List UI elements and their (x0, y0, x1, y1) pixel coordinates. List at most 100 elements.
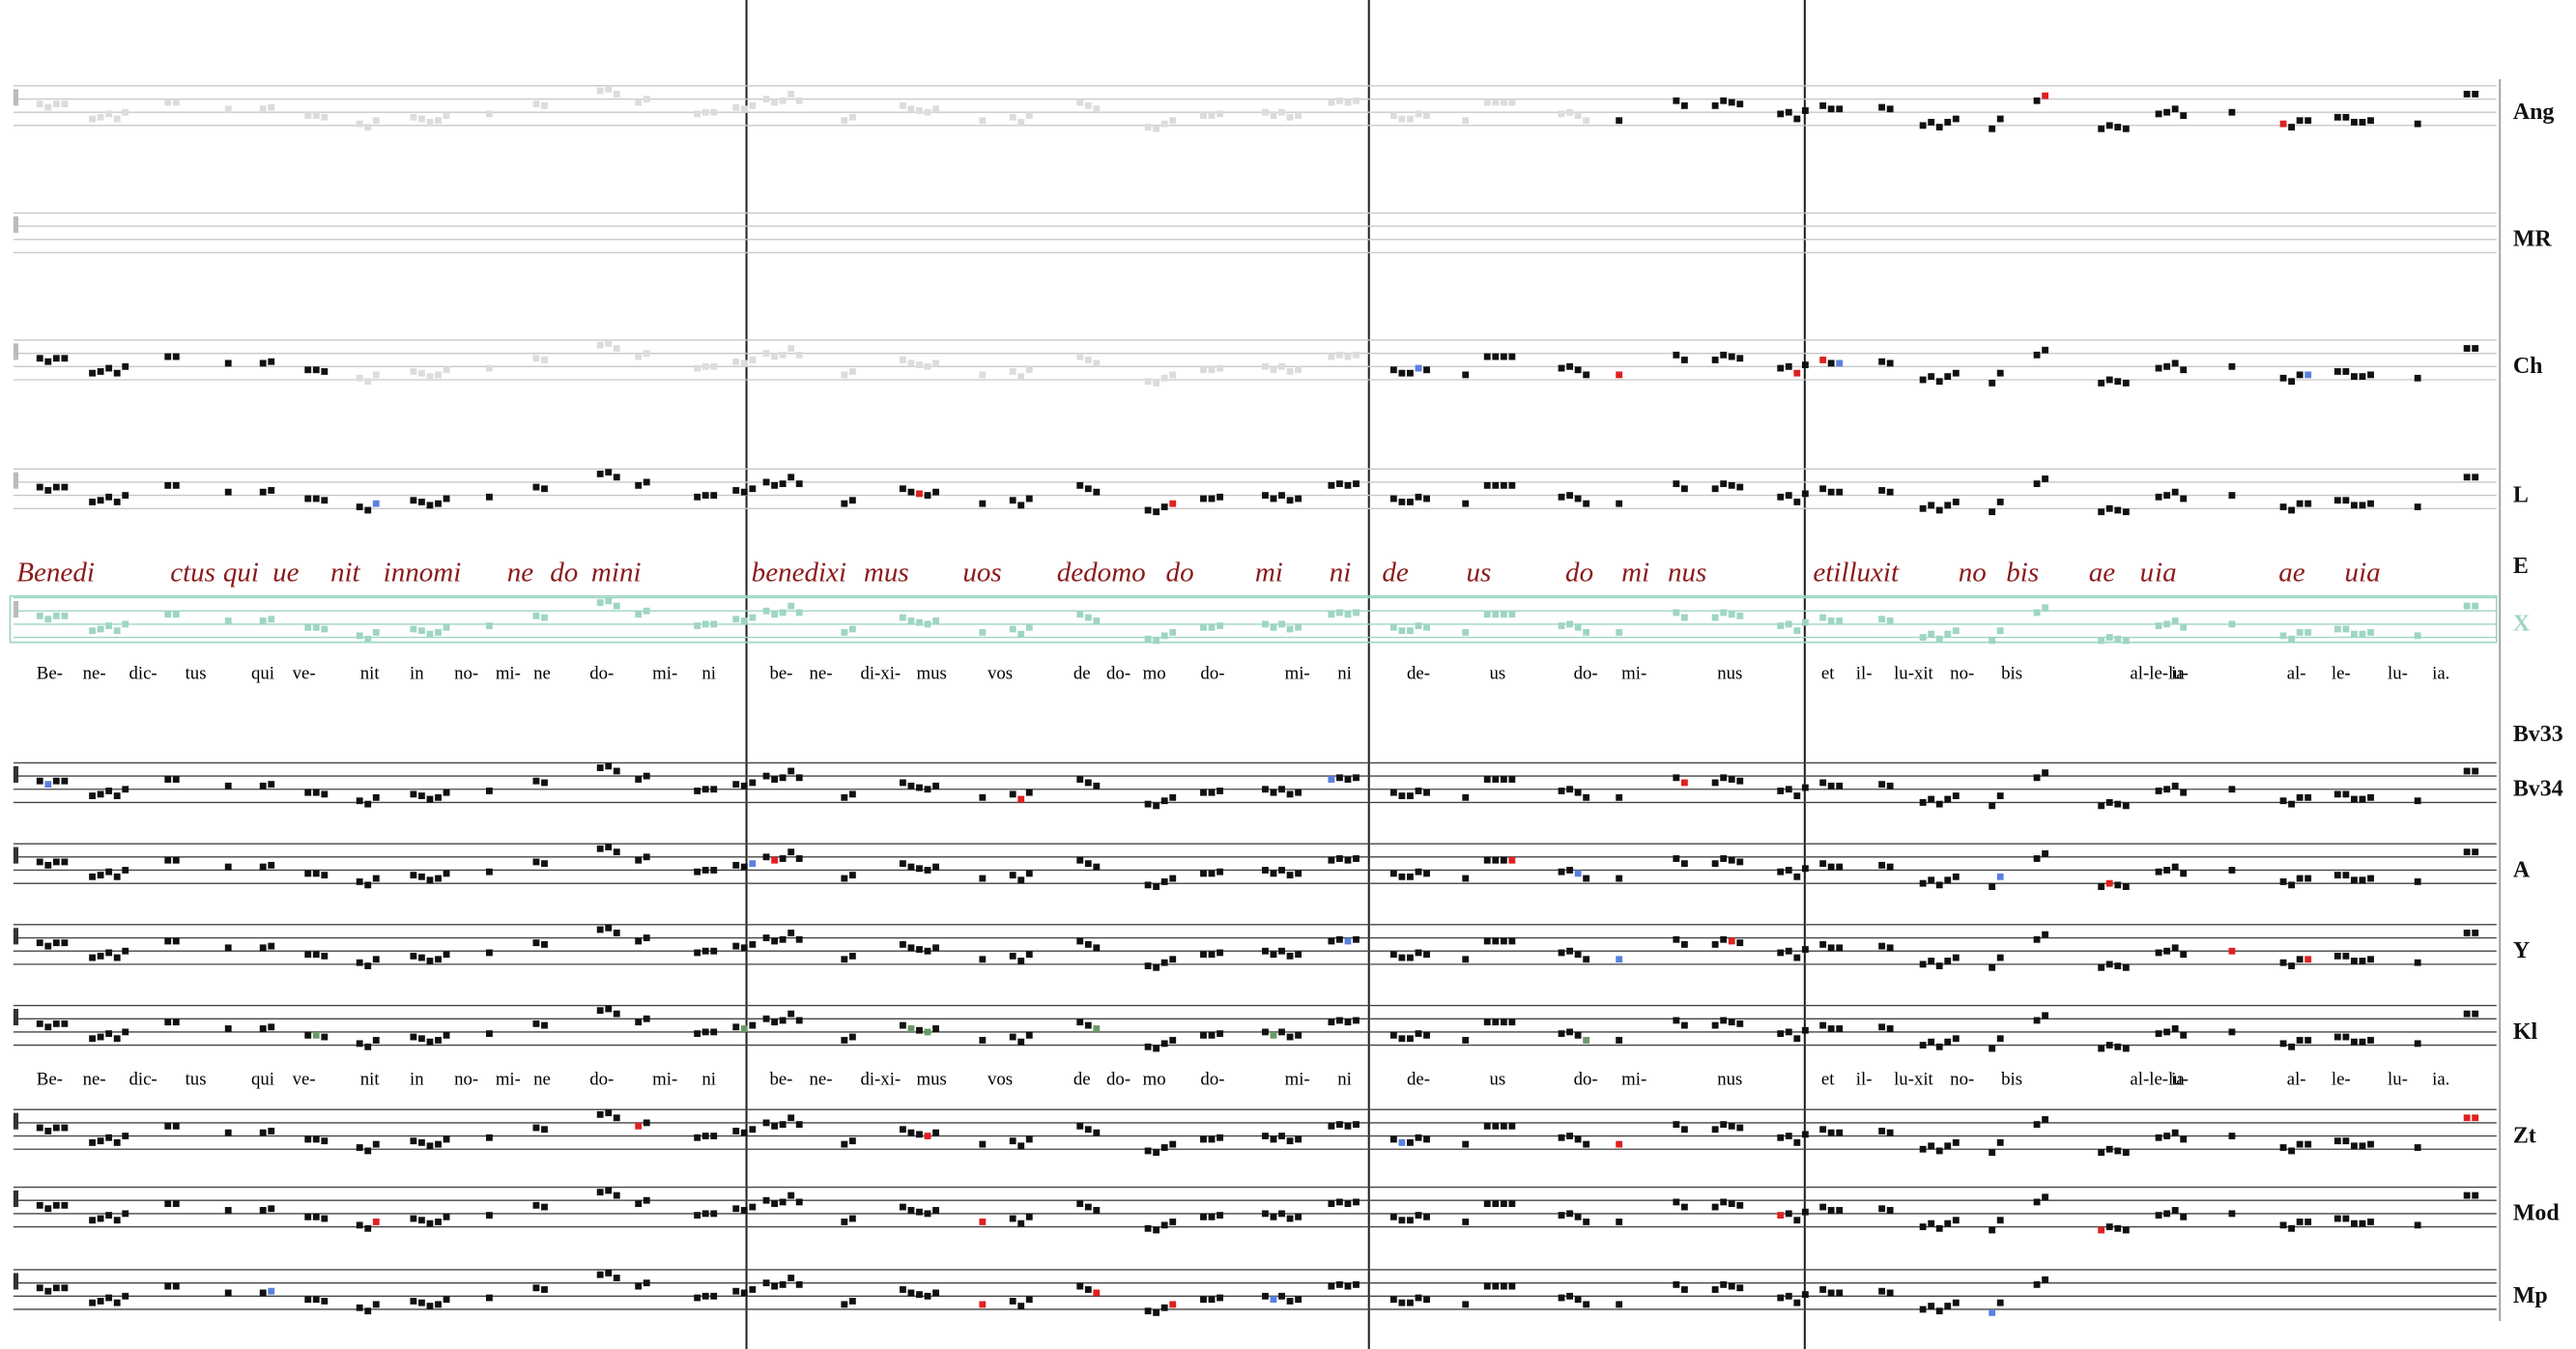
neume (2351, 795, 2358, 803)
neume (541, 614, 548, 621)
neume (1093, 782, 1101, 789)
neume (1935, 506, 1943, 514)
neume (1295, 1213, 1302, 1220)
neume (1093, 863, 1101, 871)
neume (172, 1200, 180, 1208)
neume (848, 625, 856, 633)
neume (1295, 112, 1302, 120)
neume (2414, 374, 2421, 382)
neume (532, 858, 540, 866)
neume (1076, 776, 1084, 783)
neume (1944, 373, 1952, 380)
lyric: nit (360, 1070, 381, 1090)
neume (268, 103, 275, 111)
neume (779, 774, 787, 782)
manuscript-word: benedixi (752, 557, 846, 588)
neume (1200, 1031, 1207, 1039)
neume (1996, 873, 2004, 880)
neume (1878, 1023, 1886, 1031)
neume (1208, 495, 1216, 502)
neume (1566, 947, 1573, 955)
neume (1801, 1131, 1809, 1138)
neume (1928, 630, 1935, 638)
neume (1423, 1031, 1430, 1039)
neume (268, 942, 275, 950)
neume (848, 952, 856, 960)
neume (2414, 878, 2421, 885)
neume (426, 795, 434, 803)
neume (410, 113, 417, 121)
neume (2351, 1220, 2358, 1227)
neume (795, 1198, 803, 1206)
neume (635, 99, 643, 106)
neume (1919, 961, 1927, 968)
neume (2171, 1207, 2179, 1214)
neume (1919, 504, 1927, 512)
neume (1616, 500, 1623, 507)
neume (113, 369, 121, 377)
neume (356, 503, 363, 510)
neume (841, 956, 848, 963)
neume (364, 378, 372, 386)
neume (105, 1030, 113, 1038)
neume (304, 1213, 312, 1220)
neume (1500, 856, 1507, 864)
neume (1336, 609, 1343, 617)
neume (1407, 115, 1414, 123)
manuscript-word: nit (330, 557, 361, 588)
lyric: lu- (2388, 1070, 2408, 1090)
neume (1389, 1213, 1397, 1220)
neume (1728, 937, 1735, 945)
neume (1785, 108, 1792, 116)
neume (779, 609, 787, 617)
neume (932, 105, 939, 113)
neume (694, 622, 701, 630)
neume (1262, 1028, 1269, 1036)
neume (795, 1017, 803, 1024)
neume (97, 1298, 104, 1305)
neume (1415, 1030, 1422, 1038)
neume (1462, 1140, 1470, 1148)
neume (426, 876, 434, 884)
neume (364, 635, 372, 643)
neume (2171, 359, 2179, 367)
neume (2359, 795, 2366, 803)
neume (1389, 1031, 1397, 1039)
neume (787, 1191, 795, 1199)
neume (907, 617, 915, 624)
neume (907, 944, 915, 952)
neume (613, 1275, 620, 1281)
neumes (36, 1109, 2479, 1157)
neume (113, 1035, 121, 1043)
neume (89, 1299, 96, 1306)
neume (613, 767, 620, 775)
neume (356, 1221, 363, 1229)
neume (1711, 1126, 1719, 1134)
neume (1093, 105, 1101, 113)
clef (13, 600, 19, 618)
neume (356, 959, 363, 966)
neume (304, 623, 312, 631)
neume (122, 1292, 129, 1300)
neume (1286, 368, 1294, 375)
neume (532, 1124, 540, 1132)
neume (710, 1210, 718, 1218)
neume (605, 597, 613, 605)
neume (172, 1019, 180, 1026)
neume (1415, 364, 1422, 372)
neume (1462, 500, 1470, 507)
neume (1728, 776, 1735, 783)
neume (1153, 883, 1160, 890)
neume (1389, 1135, 1397, 1143)
neume (2359, 958, 2366, 964)
clef (13, 1190, 19, 1208)
neume (924, 947, 931, 955)
neume (1415, 788, 1422, 794)
neume (1558, 364, 1565, 372)
neume (2304, 371, 2312, 379)
neume (1353, 855, 1360, 862)
neume (1996, 792, 2004, 800)
neume (1295, 951, 1302, 959)
neume (2342, 1137, 2350, 1145)
neume (1025, 623, 1033, 631)
